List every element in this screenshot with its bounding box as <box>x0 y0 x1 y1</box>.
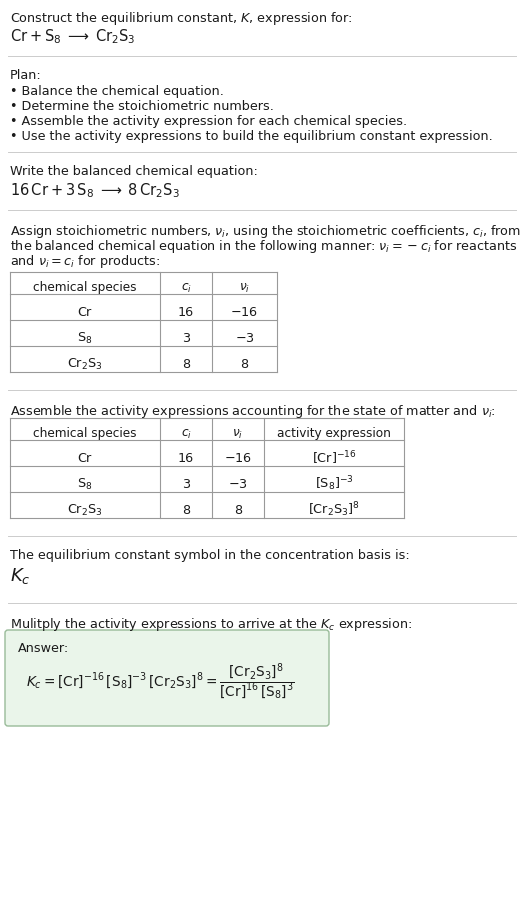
Text: $\mathrm{Cr} + \mathrm{S_8} \;\longrightarrow\; \mathrm{Cr_2S_3}$: $\mathrm{Cr} + \mathrm{S_8} \;\longright… <box>10 27 136 46</box>
Text: $\mathrm{S_8}$: $\mathrm{S_8}$ <box>78 330 93 345</box>
Text: The equilibrium constant symbol in the concentration basis is:: The equilibrium constant symbol in the c… <box>10 548 410 561</box>
Text: $c_i$: $c_i$ <box>180 427 191 440</box>
Text: $\mathrm{Cr_2S_3}$: $\mathrm{Cr_2S_3}$ <box>67 502 103 517</box>
Text: Assemble the activity expressions accounting for the state of matter and $\nu_i$: Assemble the activity expressions accoun… <box>10 402 496 419</box>
Text: Write the balanced chemical equation:: Write the balanced chemical equation: <box>10 165 258 178</box>
Text: $16 \,\mathrm{Cr} + 3 \,\mathrm{S_8} \;\longrightarrow\; 8 \,\mathrm{Cr_2S_3}$: $16 \,\mathrm{Cr} + 3 \,\mathrm{S_8} \;\… <box>10 180 180 199</box>
Text: $-3$: $-3$ <box>235 331 254 345</box>
Text: 8: 8 <box>182 357 190 370</box>
Text: 16: 16 <box>178 305 194 318</box>
Text: • Determine the stoichiometric numbers.: • Determine the stoichiometric numbers. <box>10 100 274 113</box>
Text: 16: 16 <box>178 451 194 464</box>
Text: 3: 3 <box>182 477 190 490</box>
Text: $\nu_i$: $\nu_i$ <box>233 427 244 440</box>
Text: $K_c = [\mathrm{Cr}]^{-16}\,[\mathrm{S_8}]^{-3}\,[\mathrm{Cr_2S_3}]^{8} = \dfrac: $K_c = [\mathrm{Cr}]^{-16}\,[\mathrm{S_8… <box>26 661 294 702</box>
Text: Construct the equilibrium constant, $K$, expression for:: Construct the equilibrium constant, $K$,… <box>10 10 353 27</box>
FancyBboxPatch shape <box>5 630 329 726</box>
Text: Mulitply the activity expressions to arrive at the $K_c$ expression:: Mulitply the activity expressions to arr… <box>10 615 412 632</box>
Text: and $\nu_i = c_i$ for products:: and $\nu_i = c_i$ for products: <box>10 253 160 270</box>
Text: $[\mathrm{Cr}]^{-16}$: $[\mathrm{Cr}]^{-16}$ <box>312 448 356 466</box>
Text: $\mathrm{Cr_2S_3}$: $\mathrm{Cr_2S_3}$ <box>67 356 103 371</box>
Text: $-3$: $-3$ <box>228 477 248 490</box>
Text: chemical species: chemical species <box>33 427 137 440</box>
Text: Plan:: Plan: <box>10 69 42 82</box>
Text: $[\mathrm{Cr_2S_3}]^{8}$: $[\mathrm{Cr_2S_3}]^{8}$ <box>308 500 360 519</box>
Text: • Balance the chemical equation.: • Balance the chemical equation. <box>10 85 224 98</box>
Text: Assign stoichiometric numbers, $\nu_i$, using the stoichiometric coefficients, $: Assign stoichiometric numbers, $\nu_i$, … <box>10 223 521 240</box>
Text: 8: 8 <box>234 503 242 516</box>
Text: $-16$: $-16$ <box>231 305 258 318</box>
Text: • Use the activity expressions to build the equilibrium constant expression.: • Use the activity expressions to build … <box>10 130 493 143</box>
Text: $\mathrm{S_8}$: $\mathrm{S_8}$ <box>78 476 93 491</box>
Text: Answer:: Answer: <box>18 641 69 654</box>
Text: the balanced chemical equation in the following manner: $\nu_i = -c_i$ for react: the balanced chemical equation in the fo… <box>10 238 517 254</box>
Text: 3: 3 <box>182 331 190 345</box>
Text: chemical species: chemical species <box>33 281 137 294</box>
Text: activity expression: activity expression <box>277 427 391 440</box>
Text: $-16$: $-16$ <box>224 451 252 464</box>
Text: $K_c$: $K_c$ <box>10 566 30 585</box>
Text: $\mathrm{Cr}$: $\mathrm{Cr}$ <box>77 305 93 318</box>
Text: $[\mathrm{S_8}]^{-3}$: $[\mathrm{S_8}]^{-3}$ <box>314 474 353 492</box>
Text: $\nu_i$: $\nu_i$ <box>239 281 250 294</box>
Text: 8: 8 <box>182 503 190 516</box>
Text: $\mathrm{Cr}$: $\mathrm{Cr}$ <box>77 451 93 464</box>
Text: 8: 8 <box>241 357 248 370</box>
Text: $c_i$: $c_i$ <box>180 281 191 294</box>
Text: • Assemble the activity expression for each chemical species.: • Assemble the activity expression for e… <box>10 115 407 128</box>
